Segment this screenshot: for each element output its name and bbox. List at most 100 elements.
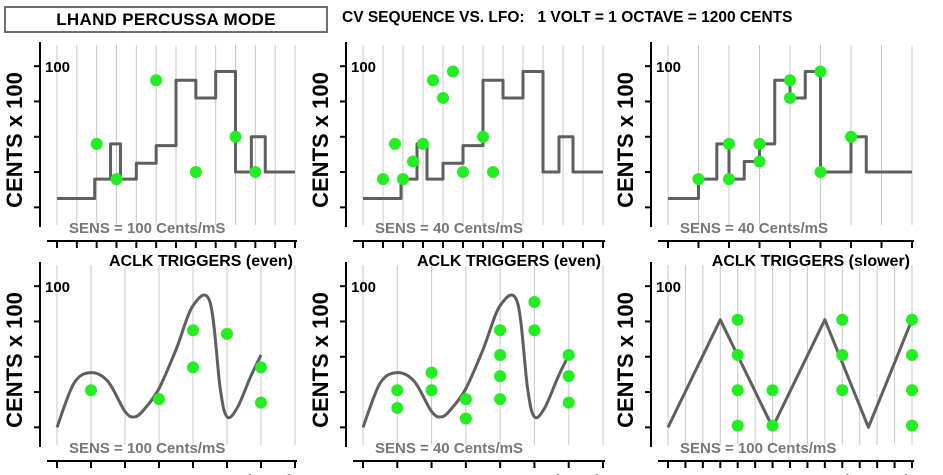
sample-point	[836, 349, 849, 361]
cv-trace-line	[363, 69, 603, 201]
sample-point	[249, 166, 262, 179]
x-axis-label: ACLK TRIGGERS (even)	[109, 473, 293, 475]
sample-point	[784, 74, 796, 87]
sample-point	[528, 296, 541, 309]
sample-point	[845, 130, 857, 143]
sample-point	[377, 173, 389, 186]
x-axis-label: ACLK TRIGGERS (slower)	[712, 253, 910, 270]
sample-point	[407, 155, 419, 168]
sample-point	[753, 137, 766, 150]
sample-point	[562, 370, 575, 383]
x-axis-label: ACLK TRIGGERS (even)	[417, 253, 601, 270]
sample-point	[187, 361, 199, 374]
sample-point	[692, 173, 705, 186]
chart-panel-3: 100 CENTS x 100 ACLK TRIGGERS (slower) SENS…	[613, 42, 914, 270]
sample-point	[427, 74, 439, 87]
y-axis-label: CENTS x 100	[308, 292, 333, 428]
sample-point	[425, 366, 438, 379]
sample-point	[731, 349, 744, 361]
sample-point	[766, 384, 779, 397]
sample-point	[221, 327, 233, 340]
sample-point	[723, 173, 735, 186]
y-tick-label: 100	[351, 59, 376, 76]
sample-point	[494, 370, 507, 383]
y-tick-label: 100	[45, 59, 70, 76]
sample-point	[477, 130, 489, 143]
sample-point	[189, 166, 202, 179]
y-tick-label: 100	[656, 279, 681, 296]
sample-point	[562, 349, 575, 361]
sample-point	[494, 393, 507, 406]
sample-point	[397, 173, 409, 186]
chart-panel-2: 100 CENTS x 100 ACLK TRIGGERS (even) SENS =…	[308, 42, 605, 270]
sample-point	[90, 137, 103, 150]
sample-point	[814, 65, 827, 78]
cv-trace-line	[361, 293, 571, 428]
sample-point	[766, 419, 779, 432]
sample-point	[391, 401, 404, 414]
mode-label: LHAND PERCUSSA MODE	[56, 9, 276, 29]
cv-trace-line	[668, 69, 912, 201]
sample-point	[562, 396, 575, 409]
y-axis-label: CENTS x 100	[2, 72, 27, 208]
sample-point	[494, 349, 507, 361]
sample-point	[187, 324, 199, 337]
sample-point	[906, 384, 918, 397]
chart-panel-6: 100 CENTS x 100 ACLK TRIGGERS (uneven) SENS…	[613, 262, 918, 475]
mode-badge: LHAND PERCUSSA MODE	[4, 6, 328, 33]
sample-point	[494, 324, 507, 337]
sens-annotation: SENS = 100 Cents/mS	[69, 220, 225, 237]
sample-point	[85, 384, 97, 397]
sample-point	[150, 74, 163, 87]
sens-annotation: SENS = 40 Cents/mS	[680, 220, 828, 237]
sample-point	[528, 324, 541, 337]
sample-point	[457, 166, 469, 179]
sample-point	[731, 419, 744, 432]
chart-panel-5: 100 CENTS x 100 ACLK TRIGGERS (even) SENS =…	[308, 262, 605, 475]
sample-point	[784, 91, 796, 104]
sens-annotation: SENS = 40 Cents/mS	[375, 220, 523, 237]
y-tick-label: 100	[45, 279, 70, 296]
y-axis-label: CENTS x 100	[613, 292, 638, 428]
sample-point	[110, 173, 123, 186]
sample-point	[731, 384, 744, 397]
y-tick-label: 100	[351, 279, 376, 296]
y-axis-label: CENTS x 100	[308, 72, 333, 208]
sample-point	[836, 313, 849, 326]
y-tick-label: 100	[656, 59, 681, 76]
sample-point	[753, 155, 766, 168]
sample-point	[836, 384, 849, 397]
sens-annotation: SENS = 100 Cents/mS	[680, 440, 836, 457]
figure-title: CV SEQUENCE VS. LFO: 1 VOLT = 1 OCTAVE =…	[342, 9, 793, 26]
sample-point	[389, 137, 401, 150]
x-axis-label: ACLK TRIGGERS (even)	[109, 253, 293, 270]
y-axis-label: CENTS x 100	[2, 292, 27, 428]
sample-point	[425, 384, 438, 397]
header: LHAND PERCUSSA MODE CV SEQUENCE VS. LFO:…	[0, 0, 943, 40]
sample-point	[417, 137, 429, 150]
chart-panel-4: 100 CENTS x 100 ACLK TRIGGERS (even) SENS =…	[2, 262, 297, 475]
sample-point	[459, 393, 472, 406]
sample-point	[906, 313, 918, 326]
sample-point	[459, 412, 472, 425]
sens-annotation: SENS = 100 Cents/mS	[69, 440, 225, 457]
sample-point	[437, 91, 449, 104]
sample-point	[255, 361, 267, 374]
x-axis-label: ACLK TRIGGERS (even)	[417, 473, 601, 475]
sample-point	[447, 65, 459, 78]
cv-trace-line	[666, 318, 914, 429]
sample-point	[229, 130, 242, 143]
chart-panel-1: 100 CENTS x 100 ACLK TRIGGERS (even) SENS =…	[2, 42, 297, 270]
sample-point	[391, 384, 404, 397]
sample-point	[255, 396, 267, 409]
sample-point	[814, 166, 827, 179]
cv-trace-line	[55, 293, 263, 428]
sample-point	[153, 393, 165, 406]
x-axis-label: ACLK TRIGGERS (uneven)	[706, 473, 910, 475]
sample-point	[723, 137, 735, 150]
y-axis-label: CENTS x 100	[613, 72, 638, 208]
sample-point	[906, 419, 918, 432]
sample-point	[731, 313, 744, 326]
sample-point	[906, 349, 918, 361]
